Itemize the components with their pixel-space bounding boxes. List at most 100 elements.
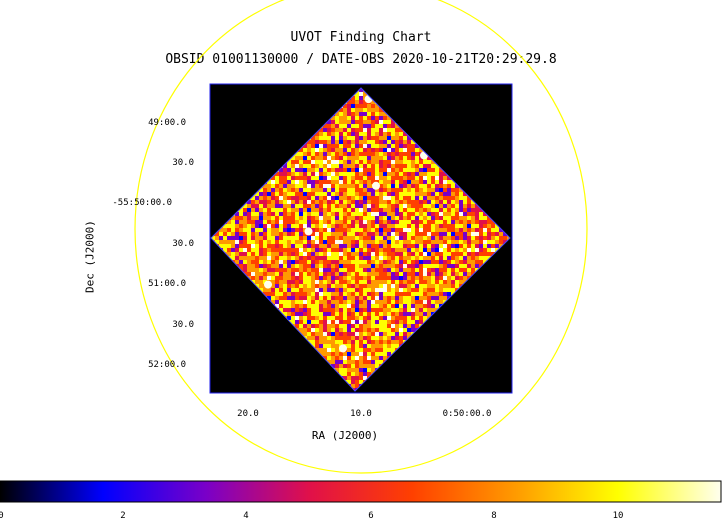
heatmap-pixel	[299, 172, 303, 176]
heatmap-pixel	[319, 180, 323, 184]
heatmap-pixel	[339, 320, 343, 324]
heatmap-pixel	[339, 128, 343, 132]
heatmap-pixel	[367, 320, 371, 324]
heatmap-pixel	[391, 300, 395, 304]
heatmap-pixel	[363, 224, 367, 228]
heatmap-pixel	[275, 276, 279, 280]
heatmap-pixel	[299, 156, 303, 160]
heatmap-pixel	[375, 240, 379, 244]
heatmap-pixel	[327, 208, 331, 212]
heatmap-pixel	[443, 252, 447, 256]
heatmap-pixel	[327, 120, 331, 124]
heatmap-pixel	[435, 176, 439, 180]
heatmap-pixel	[471, 260, 475, 264]
heatmap-pixel	[395, 288, 399, 292]
heatmap-pixel	[331, 292, 335, 296]
heatmap-pixel	[407, 324, 411, 328]
heatmap-pixel	[387, 332, 391, 336]
heatmap-pixel	[387, 176, 391, 180]
heatmap-pixel	[223, 248, 227, 252]
heatmap-pixel	[259, 248, 263, 252]
heatmap-pixel	[403, 284, 407, 288]
heatmap-pixel	[275, 204, 279, 208]
heatmap-pixel	[403, 164, 407, 168]
heatmap-pixel	[315, 288, 319, 292]
heatmap-pixel	[323, 220, 327, 224]
heatmap-pixel	[419, 168, 423, 172]
heatmap-pixel	[363, 288, 367, 292]
heatmap-pixel	[331, 168, 335, 172]
heatmap-pixel	[339, 208, 343, 212]
heatmap-pixel	[403, 140, 407, 144]
heatmap-pixel	[311, 304, 315, 308]
heatmap-pixel	[391, 260, 395, 264]
heatmap-pixel	[315, 156, 319, 160]
heatmap-pixel	[431, 308, 435, 312]
heatmap-pixel	[287, 268, 291, 272]
heatmap-pixel	[383, 264, 387, 268]
heatmap-pixel	[479, 248, 483, 252]
heatmap-pixel	[331, 252, 335, 256]
heatmap-pixel	[427, 180, 431, 184]
heatmap-pixel	[399, 180, 403, 184]
heatmap-pixel	[343, 284, 347, 288]
heatmap-pixel	[295, 288, 299, 292]
heatmap-pixel	[303, 168, 307, 172]
heatmap-pixel	[347, 320, 351, 324]
heatmap-pixel	[359, 320, 363, 324]
heatmap-pixel	[311, 172, 315, 176]
heatmap-pixel	[419, 304, 423, 308]
heatmap-pixel	[383, 324, 387, 328]
heatmap-pixel	[275, 192, 279, 196]
heatmap-pixel	[367, 276, 371, 280]
heatmap-pixel	[399, 140, 403, 144]
heatmap-pixel	[391, 292, 395, 296]
heatmap-pixel	[283, 256, 287, 260]
heatmap-pixel	[375, 220, 379, 224]
heatmap-pixel	[307, 312, 311, 316]
heatmap-pixel	[411, 300, 415, 304]
heatmap-pixel	[359, 208, 363, 212]
heatmap-pixel	[403, 184, 407, 188]
heatmap-pixel	[315, 304, 319, 308]
heatmap-pixel	[439, 196, 443, 200]
heatmap-pixel	[319, 240, 323, 244]
heatmap-pixel	[299, 268, 303, 272]
heatmap-pixel	[447, 292, 451, 296]
heatmap-pixel	[403, 232, 407, 236]
heatmap-pixel	[339, 300, 343, 304]
heatmap-pixel	[371, 280, 375, 284]
heatmap-pixel	[291, 252, 295, 256]
heatmap-pixel	[407, 264, 411, 268]
heatmap-pixel	[371, 160, 375, 164]
heatmap-pixel	[303, 240, 307, 244]
heatmap-pixel	[319, 228, 323, 232]
heatmap-pixel	[427, 216, 431, 220]
heatmap-pixel	[359, 328, 363, 332]
heatmap-pixel	[443, 192, 447, 196]
heatmap-pixel	[467, 216, 471, 220]
heatmap-pixel	[435, 252, 439, 256]
heatmap-pixel	[311, 228, 315, 232]
heatmap-pixel	[399, 188, 403, 192]
heatmap-pixel	[287, 168, 291, 172]
heatmap-pixel	[283, 192, 287, 196]
heatmap-pixel	[315, 188, 319, 192]
heatmap-pixel	[299, 252, 303, 256]
heatmap-pixel	[455, 220, 459, 224]
heatmap-pixel	[331, 120, 335, 124]
heatmap-pixel	[243, 212, 247, 216]
heatmap-pixel	[287, 200, 291, 204]
heatmap-pixel	[307, 244, 311, 248]
heatmap-pixel	[435, 204, 439, 208]
heatmap-pixel	[411, 184, 415, 188]
heatmap-pixel	[335, 208, 339, 212]
heatmap-pixel	[223, 224, 227, 228]
heatmap-pixel	[323, 324, 327, 328]
heatmap-pixel	[411, 144, 415, 148]
heatmap-pixel	[235, 260, 239, 264]
heatmap-pixel	[243, 248, 247, 252]
heatmap-pixel	[403, 276, 407, 280]
heatmap-pixel	[255, 228, 259, 232]
heatmap-pixel	[339, 152, 343, 156]
